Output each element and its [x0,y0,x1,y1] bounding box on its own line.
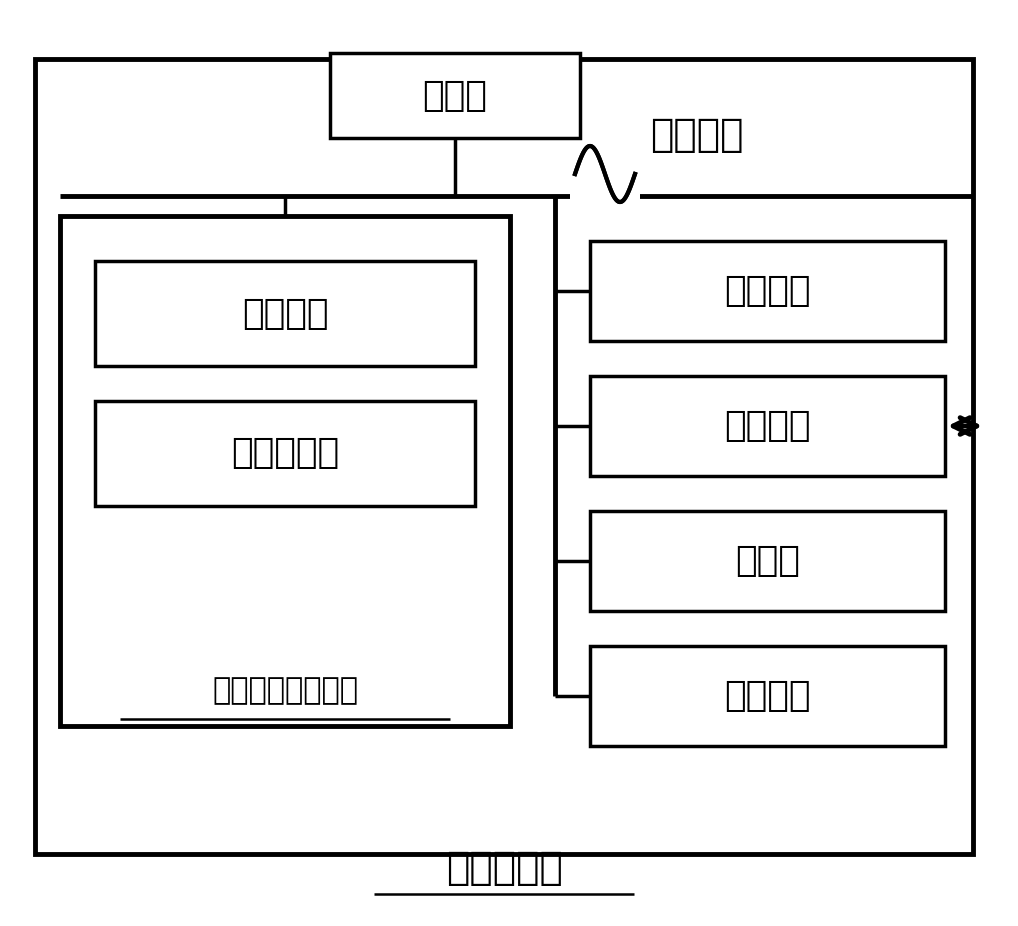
Text: 计算机设备: 计算机设备 [446,849,562,887]
Bar [590,241,945,341]
Text: 系统总线: 系统总线 [651,116,743,154]
Text: 显示屏: 显示屏 [735,544,800,578]
Bar [570,181,640,211]
Text: 处理器: 处理器 [422,79,488,112]
Bar [35,59,973,854]
Text: 输入装置: 输入装置 [724,679,810,713]
Bar [330,53,580,138]
Text: 非易失性存储介质: 非易失性存储介质 [212,677,358,706]
Bar [590,646,945,746]
Text: 内存储器: 内存储器 [724,274,810,308]
Bar [95,261,475,366]
Bar [95,401,475,506]
Bar [590,376,945,476]
Text: 计算机程序: 计算机程序 [231,436,339,470]
Bar [590,511,945,611]
Bar [60,216,510,726]
Text: 网络接口: 网络接口 [724,409,810,443]
Text: 操作系统: 操作系统 [241,296,328,331]
